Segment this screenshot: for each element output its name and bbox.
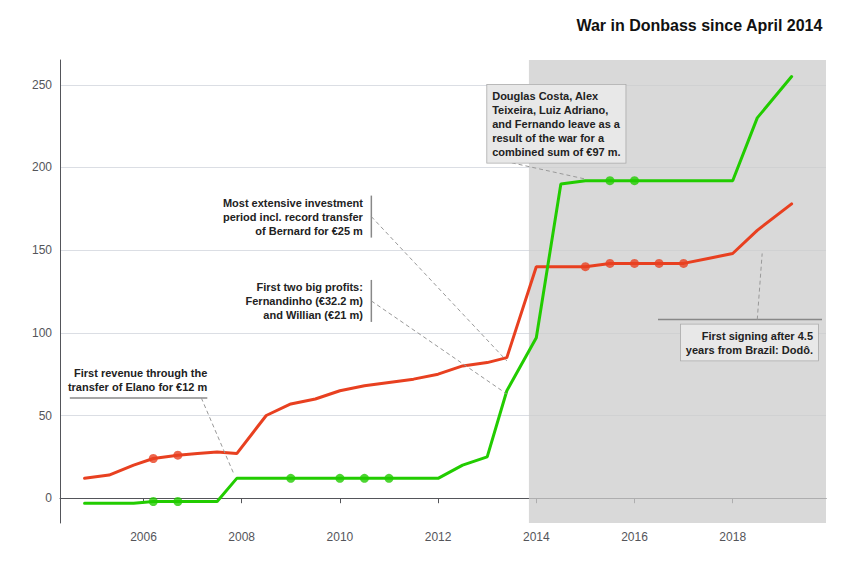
svg-text:100: 100 (32, 326, 52, 340)
svg-text:2008: 2008 (228, 530, 255, 544)
svg-text:combined sum of €97 m.: combined sum of €97 m. (492, 146, 620, 158)
svg-text:First signing after 4.5: First signing after 4.5 (702, 330, 813, 342)
svg-text:Most extensive investment: Most extensive investment (223, 197, 363, 209)
svg-text:First revenue through the: First revenue through the (74, 367, 207, 379)
svg-text:0: 0 (45, 491, 52, 505)
svg-text:2014: 2014 (523, 530, 550, 544)
svg-text:150: 150 (32, 243, 52, 257)
svg-text:years from Brazil: Dodô.: years from Brazil: Dodô. (686, 344, 813, 356)
svg-text:2006: 2006 (130, 530, 157, 544)
svg-text:period incl. record transfer: period incl. record transfer (223, 211, 364, 223)
svg-text:Douglas Costa, Alex: Douglas Costa, Alex (492, 90, 599, 102)
svg-text:Teixeira, Luiz Adriano,: Teixeira, Luiz Adriano, (492, 104, 608, 116)
svg-text:250: 250 (32, 78, 52, 92)
svg-text:and Willian (€21 m): and Willian (€21 m) (263, 309, 363, 321)
svg-text:transfer of Elano for €12 m: transfer of Elano for €12 m (68, 381, 208, 393)
svg-text:Fernandinho (€32.2 m): Fernandinho (€32.2 m) (246, 295, 364, 307)
svg-text:of Bernard for €25 m: of Bernard for €25 m (255, 225, 363, 237)
svg-text:2012: 2012 (425, 530, 452, 544)
svg-text:200: 200 (32, 160, 52, 174)
svg-text:War in Donbass since April 201: War in Donbass since April 2014 (576, 17, 822, 34)
svg-text:result of the war for a: result of the war for a (492, 132, 605, 144)
svg-text:and Fernando leave as a: and Fernando leave as a (492, 118, 621, 130)
svg-text:First two big profits:: First two big profits: (257, 281, 363, 293)
svg-text:50: 50 (39, 409, 53, 423)
svg-text:2010: 2010 (327, 530, 354, 544)
svg-text:2018: 2018 (719, 530, 746, 544)
svg-text:2016: 2016 (621, 530, 648, 544)
